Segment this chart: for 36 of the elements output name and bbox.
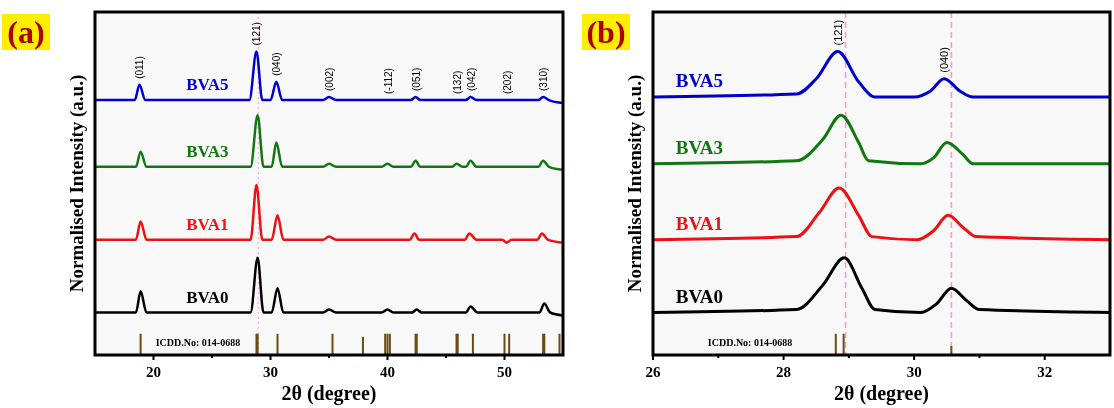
chart-title: (a): [7, 14, 45, 50]
y-axis-title: Normalised Intensity (a.u.): [624, 74, 646, 293]
annotation: ICDD.No: 014-0688: [155, 337, 241, 348]
x-tick-label: 30: [906, 364, 922, 380]
annotation: (011): [134, 56, 146, 79]
y-axis-title: Normalised Intensity (a.u.): [66, 74, 88, 293]
x-tick-label: 30: [263, 364, 278, 380]
annotation: (040): [938, 47, 951, 73]
x-tick-label: 40: [380, 364, 395, 380]
x-tick-label: 28: [776, 364, 792, 380]
x-tick-label: 20: [146, 364, 161, 380]
x-axis-title: 2θ (degree): [833, 382, 930, 405]
series-label: BVA1: [186, 214, 229, 234]
x-tick-label: 50: [497, 364, 512, 380]
x-tick-label: 32: [1037, 364, 1053, 380]
annotation: (040): [271, 52, 283, 76]
x-tick-label: 26: [645, 364, 661, 380]
series-label: BVA5: [675, 69, 724, 91]
annotation: ICDD.No: 014-0688: [707, 337, 793, 348]
series-label: BVA0: [675, 285, 724, 307]
annotation: (121): [251, 22, 263, 46]
series-label: BVA1: [675, 212, 724, 234]
annotation: (042): [465, 67, 477, 91]
annotation: (051): [410, 67, 422, 91]
annotation: (121): [831, 19, 844, 46]
annotation: (002): [324, 67, 335, 91]
annotation: (202): [501, 70, 513, 95]
annotation: (-112): [382, 68, 394, 95]
annotation: (310): [538, 67, 550, 91]
chart-title: (b): [586, 14, 626, 50]
series-label: BVA5: [186, 75, 229, 95]
annotation: (132): [451, 70, 463, 95]
series-label: BVA0: [186, 287, 229, 307]
series-label: BVA3: [675, 136, 724, 158]
series-label: BVA3: [186, 141, 229, 161]
x-axis-title: 2θ (degree): [281, 382, 377, 405]
